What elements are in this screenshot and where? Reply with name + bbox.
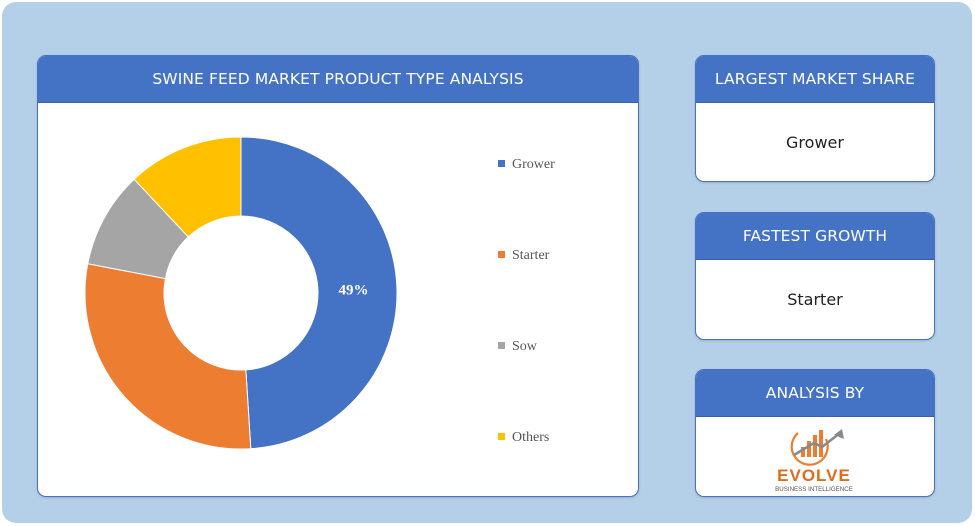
fastest-growth-panel: FASTEST GROWTH Starter bbox=[695, 212, 935, 340]
fastest-growth-heading: FASTEST GROWTH bbox=[696, 213, 934, 260]
donut-slice-starter bbox=[84, 263, 252, 450]
fastest-growth-value: Starter bbox=[787, 290, 843, 309]
analysis-by-panel: ANALYSIS BY EVOLVE BUSINESS INTELLIGENCE bbox=[695, 369, 935, 497]
chart-panel: SWINE FEED MARKET PRODUCT TYPE ANALYSIS … bbox=[37, 55, 639, 497]
logo-wordmark: EVOLVE bbox=[777, 466, 851, 485]
analysis-by-heading: ANALYSIS BY bbox=[696, 370, 934, 417]
data-label-grower: 49% bbox=[338, 282, 368, 298]
legend-swatch-others bbox=[498, 433, 505, 440]
legend-label-grower: Grower bbox=[512, 157, 555, 172]
legend-label-others: Others bbox=[512, 430, 549, 445]
legend-label-sow: Sow bbox=[512, 339, 538, 354]
analysis-by-body: EVOLVE BUSINESS INTELLIGENCE bbox=[696, 417, 934, 496]
legend-swatch-starter bbox=[498, 251, 505, 258]
chart-panel-title: SWINE FEED MARKET PRODUCT TYPE ANALYSIS bbox=[38, 56, 638, 103]
donut-chart: 49% Grower Starter Sow Others bbox=[84, 136, 555, 450]
evolve-logo: EVOLVE BUSINESS INTELLIGENCE bbox=[775, 428, 853, 493]
logo-tagline: BUSINESS INTELLIGENCE bbox=[775, 486, 853, 493]
largest-market-share-heading: LARGEST MARKET SHARE bbox=[696, 56, 934, 103]
donut-slice-others bbox=[133, 136, 242, 238]
legend-swatch-grower bbox=[498, 160, 505, 167]
donut-slice-grower bbox=[240, 136, 398, 450]
largest-market-share-value: Grower bbox=[786, 132, 844, 152]
legend-swatch-sow bbox=[498, 342, 505, 349]
largest-market-share-panel: LARGEST MARKET SHARE Grower bbox=[695, 55, 935, 182]
legend-label-starter: Starter bbox=[512, 248, 550, 263]
